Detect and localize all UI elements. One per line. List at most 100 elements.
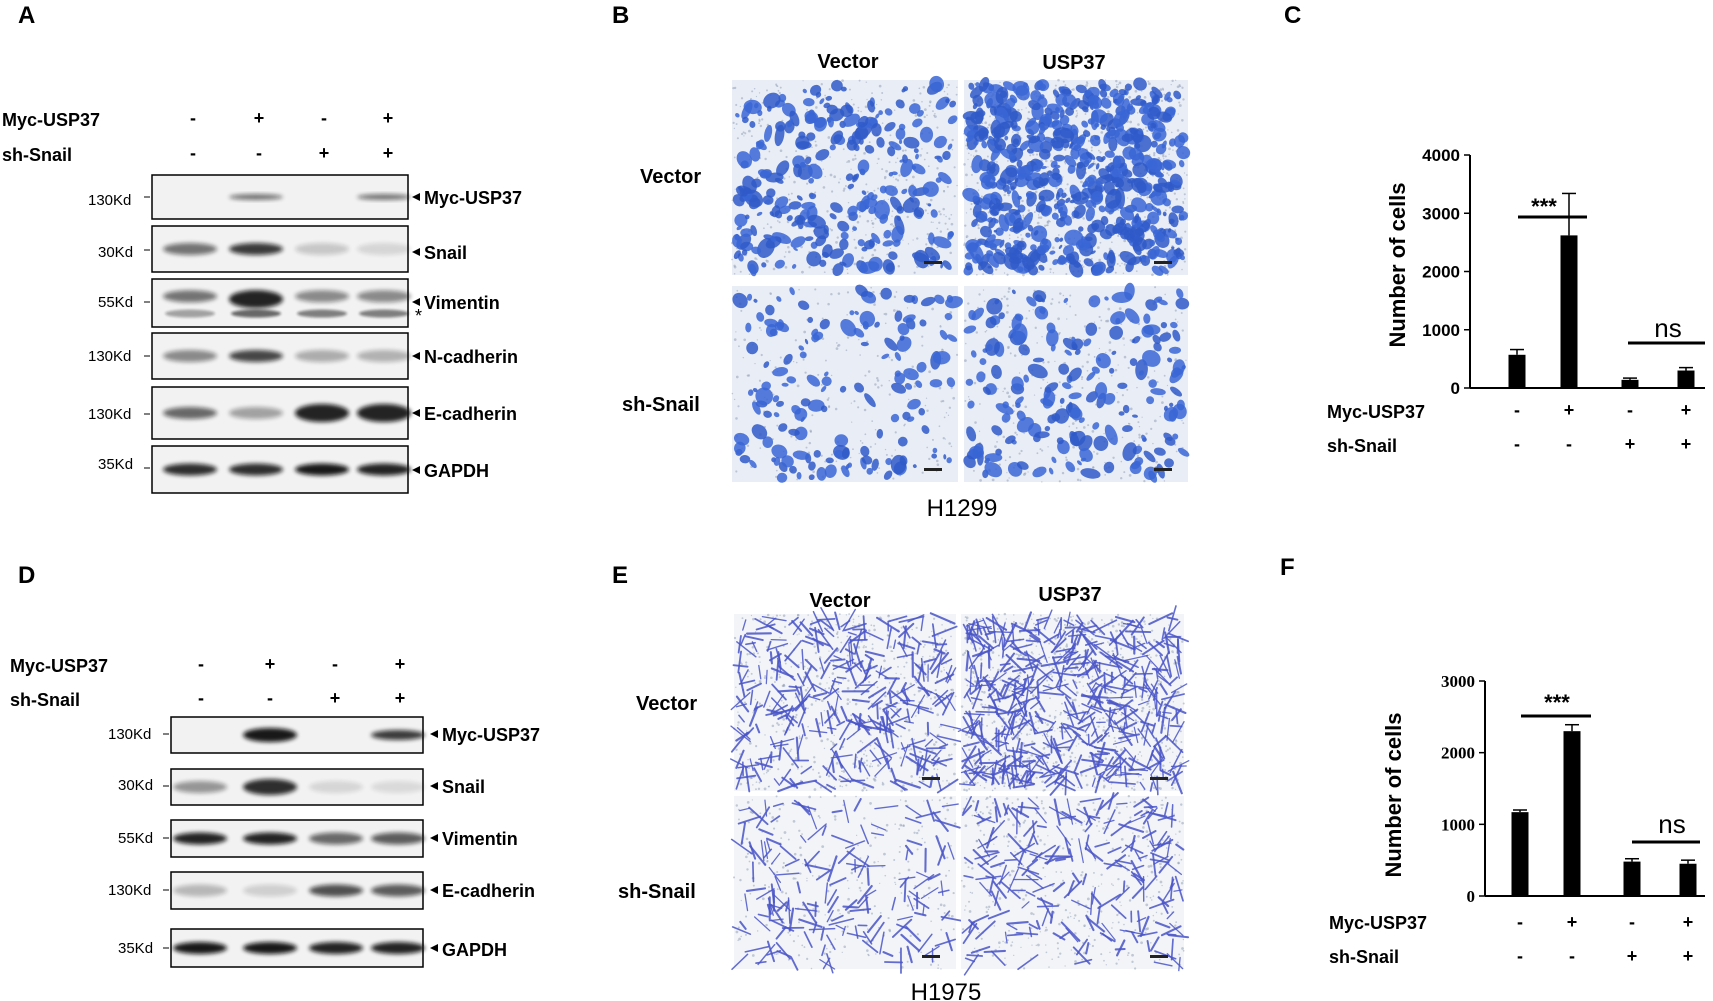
blot-band [231, 309, 281, 318]
blot-band [295, 404, 349, 422]
blot-arrow-icon [430, 944, 438, 952]
panel-a-kd: 130Kd [88, 406, 131, 423]
blot-arrow-icon [412, 352, 420, 360]
panel-f-ylabel: Number of cells [1381, 712, 1406, 877]
panel-label-a: A [18, 2, 35, 29]
micrograph-image [730, 794, 962, 974]
blot-band [371, 942, 425, 954]
micrograph-image [962, 76, 1191, 278]
panel-d-protein-label: Myc-USP37 [442, 725, 540, 745]
y-tick-label: 2000 [1422, 263, 1460, 282]
panel-label-d: D [18, 562, 35, 589]
blot-band [371, 884, 425, 897]
blot-arrow-icon [412, 409, 420, 417]
blot-band [165, 309, 215, 318]
blot-arrow-icon [412, 466, 420, 474]
condition-sign: + [1627, 946, 1638, 966]
blot-band [359, 309, 409, 318]
y-tick-label: 4000 [1422, 146, 1460, 165]
bar [1508, 354, 1526, 388]
blot-strip [170, 871, 425, 910]
panel-f-cond-sh-snail: sh-Snail [1329, 947, 1399, 967]
blot-strip [151, 445, 411, 494]
blot-band [243, 832, 297, 845]
blot-band [173, 781, 227, 793]
condition-sign: - [198, 688, 204, 708]
blot-band [163, 243, 217, 255]
panel-a-protein-label: Vimentin [424, 293, 500, 313]
panel-a-protein-label: Myc-USP37 [424, 188, 522, 208]
blot-band [295, 350, 349, 362]
bar [1511, 812, 1529, 896]
panel-c-bar-chart: Number of cells *** ns Myc-USP37 sh-Snai… [1327, 146, 1705, 456]
blot-band [243, 884, 297, 897]
condition-sign: - [1629, 912, 1635, 932]
micrograph-image [731, 284, 963, 483]
bar [1563, 731, 1581, 896]
panel-d-kd: 55Kd [118, 830, 153, 847]
bar [1677, 370, 1695, 388]
panel-label-c: C [1284, 2, 1301, 29]
y-tick-label: 0 [1467, 887, 1476, 906]
panel-a-protein-label: GAPDH [424, 461, 489, 481]
micrograph-image [960, 792, 1190, 976]
micrograph-image [731, 75, 958, 277]
panel-a-kd: 130Kd [88, 192, 131, 209]
panel-d-kd: 130Kd [108, 882, 151, 899]
bar [1623, 861, 1641, 896]
panel-b-col-vector: Vector [817, 51, 878, 73]
blot-band [163, 350, 217, 362]
panel-e-transwell-images: Vector USP37 Vector sh-Snail H1975 [618, 584, 1190, 1001]
blot-band [357, 350, 411, 362]
panel-d-protein-label: GAPDH [442, 940, 507, 960]
condition-sign: + [1683, 912, 1694, 932]
condition-sign: + [319, 143, 330, 163]
condition-sign: + [1564, 400, 1575, 420]
panel-a-kd: 130Kd [88, 348, 131, 365]
blot-arrow-icon [430, 886, 438, 894]
panel-d-protein-label: E-cadherin [442, 881, 535, 901]
blot-band [297, 309, 347, 318]
bar [1679, 863, 1697, 896]
condition-sign: + [395, 654, 406, 674]
condition-sign: - [190, 108, 196, 128]
blot-band [295, 290, 349, 303]
blot-strip [170, 928, 425, 968]
blot-band [243, 728, 297, 742]
blot-band [229, 243, 283, 255]
blot-band [357, 194, 411, 200]
panel-d-cond-sh-snail: sh-Snail [10, 690, 80, 710]
panel-b-transwell-images: Vector USP37 Vector sh-Snail H1299 [622, 51, 1191, 522]
bar [1621, 379, 1639, 388]
blot-strip [151, 174, 411, 220]
panel-e-cell-line: H1975 [911, 979, 982, 1001]
blot-band [309, 884, 363, 897]
panel-c-sig-star: *** [1531, 194, 1557, 219]
condition-sign: + [383, 108, 394, 128]
panel-a-protein-label: Snail [424, 243, 467, 263]
panel-d-kd: 130Kd [108, 726, 151, 743]
blot-arrow-icon [430, 730, 438, 738]
condition-sign: - [332, 654, 338, 674]
panel-c-cond-sh-snail: sh-Snail [1327, 436, 1397, 456]
condition-sign: - [1517, 912, 1523, 932]
panel-c-cond-myc-usp37: Myc-USP37 [1327, 402, 1425, 422]
blot-strip [151, 225, 411, 273]
blot-band [371, 832, 425, 845]
blot-arrow-icon [412, 248, 420, 256]
blot-band [309, 832, 363, 845]
micrograph-image [963, 282, 1190, 483]
condition-sign: + [1681, 434, 1692, 454]
blot-band [243, 942, 297, 954]
condition-sign: - [190, 143, 196, 163]
condition-sign: - [1569, 946, 1575, 966]
condition-sign: - [1517, 946, 1523, 966]
blot-band [371, 781, 425, 793]
blot-band [243, 779, 297, 795]
y-tick-label: 0 [1451, 379, 1460, 398]
blot-band [163, 463, 217, 476]
condition-sign: - [1566, 434, 1572, 454]
blot-strip [151, 332, 411, 380]
blot-arrow-icon [430, 834, 438, 842]
